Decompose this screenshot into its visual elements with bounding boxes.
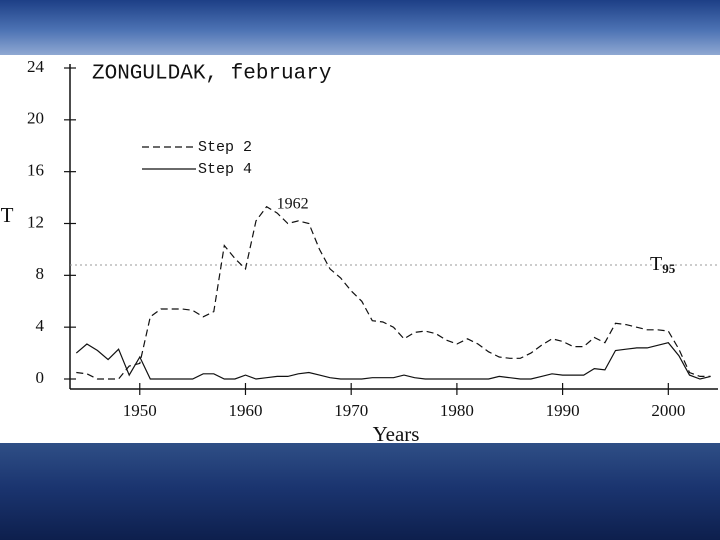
y-tick-label: 4 bbox=[36, 316, 45, 335]
series-line bbox=[75, 342, 711, 380]
x-tick-label: 1950 bbox=[123, 401, 157, 420]
threshold-label: T95 bbox=[650, 253, 676, 276]
y-tick-label: 24 bbox=[27, 57, 45, 76]
sea-background bbox=[0, 443, 720, 540]
x-tick-label: 1960 bbox=[228, 401, 262, 420]
threshold-label-main: T bbox=[650, 253, 662, 275]
x-axis-label: Years bbox=[373, 422, 420, 443]
y-axis-label: T bbox=[1, 203, 14, 227]
x-tick-label: 1980 bbox=[440, 401, 474, 420]
y-tick-label: 0 bbox=[36, 368, 45, 387]
series-line bbox=[76, 205, 711, 380]
y-tick-label: 8 bbox=[36, 264, 45, 283]
threshold-label-sub: 95 bbox=[662, 261, 676, 276]
legend-label: Step 2 bbox=[198, 139, 252, 156]
chart: ZONGULDAK, february Years T 0 4 8 12 16 20 24 1… bbox=[0, 55, 720, 443]
chart-title: ZONGULDAK, february bbox=[92, 63, 331, 86]
annotation: 1962 bbox=[277, 195, 309, 212]
y-tick-label: 20 bbox=[27, 109, 44, 128]
x-tick-label: 1990 bbox=[546, 401, 580, 420]
legend-label: Step 4 bbox=[198, 161, 252, 178]
x-tick-label: 2000 bbox=[651, 401, 685, 420]
chart-background bbox=[0, 55, 720, 443]
sky-background bbox=[0, 0, 720, 55]
y-tick-label: 12 bbox=[27, 212, 44, 231]
x-tick-label: 1970 bbox=[334, 401, 368, 420]
y-tick-label: 16 bbox=[27, 161, 44, 180]
